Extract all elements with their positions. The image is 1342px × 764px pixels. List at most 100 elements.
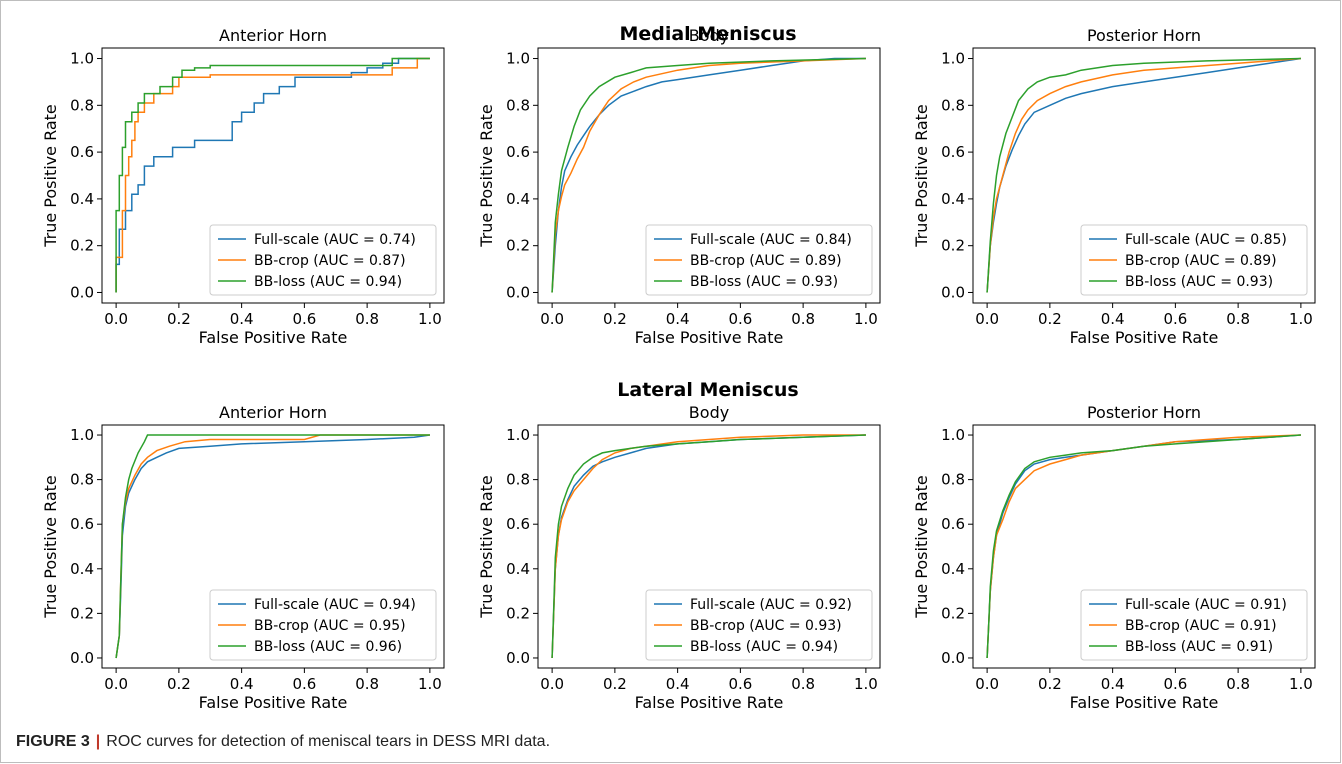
legend: Full-scale (AUC = 0.84) BB-crop (AUC = 0.… — [645, 224, 873, 296]
panel-title: Posterior Horn — [1087, 403, 1201, 422]
y-tick-label: 0.8 — [941, 96, 965, 114]
roc-curve-line — [551, 434, 866, 659]
roc-curve-line — [551, 57, 866, 293]
y-tick-label: 0.2 — [70, 604, 94, 622]
legend-label: BB-crop (AUC = 0.89) — [690, 253, 842, 269]
y-tick-label: 0.8 — [506, 96, 530, 114]
x-tick-label: 0.2 — [603, 310, 627, 328]
x-tick-label: 1.0 — [418, 310, 442, 328]
x-tick-label: 0.2 — [1038, 310, 1062, 328]
x-axis-label: False Positive Rate — [635, 693, 784, 712]
x-tick-label: 0.4 — [230, 310, 254, 328]
legend-label: BB-crop (AUC = 0.91) — [1125, 618, 1277, 634]
x-tick-label: 0.2 — [167, 310, 191, 328]
roc-panel: Posterior Horn 0.0 0.2 0.4 0.6 0.8 1.0 0.0 0.2 0.… — [912, 403, 1316, 712]
y-axis-label: True Positive Rate — [477, 104, 496, 248]
y-tick-label: 0.0 — [941, 283, 965, 301]
y-tick-label: 0.0 — [70, 649, 94, 667]
x-tick-label: 0.8 — [355, 310, 379, 328]
y-tick-label: 1.0 — [506, 50, 530, 68]
legend-box — [209, 589, 437, 661]
y-tick-label: 0.0 — [506, 283, 530, 301]
group-title: Lateral Meniscus — [617, 379, 798, 401]
panel-title: Body — [689, 403, 729, 422]
legend-label: BB-crop (AUC = 0.95) — [254, 618, 406, 634]
axes-frame — [101, 47, 445, 304]
y-tick-label: 0.2 — [941, 237, 965, 255]
group-title: Medial Meniscus — [619, 23, 796, 45]
x-tick-label: 0.6 — [728, 310, 752, 328]
y-tick-label: 0.8 — [506, 471, 530, 489]
x-tick-label: 0.0 — [975, 310, 999, 328]
x-tick-label: 0.2 — [167, 675, 191, 693]
roc-panel: Body 0.0 0.2 0.4 0.6 0.8 1.0 0.0 0.2 0.4 0.6 0.8 1.0… — [477, 26, 881, 347]
legend: Full-scale (AUC = 0.85) BB-crop (AUC = 0.… — [1080, 224, 1308, 296]
x-axis-label: False Positive Rate — [199, 328, 348, 347]
x-tick-label: 0.0 — [104, 310, 128, 328]
x-tick-label: 0.2 — [603, 675, 627, 693]
legend-label: BB-loss (AUC = 0.91) — [1125, 639, 1273, 655]
roc-panel: Anterior Horn 0.0 0.2 0.4 0.6 0.8 1.0 0.0 0.2 0.4… — [41, 403, 445, 712]
y-tick-label: 0.4 — [70, 560, 94, 578]
x-tick-label: 1.0 — [1289, 310, 1313, 328]
y-tick-label: 0.0 — [506, 649, 530, 667]
x-axis-label: False Positive Rate — [635, 328, 784, 347]
y-tick-label: 0.8 — [941, 471, 965, 489]
x-tick-label: 0.4 — [1101, 310, 1125, 328]
caption-label: FIGURE 3 — [16, 733, 90, 750]
roc-curve-line — [551, 57, 866, 293]
roc-panel: Anterior Horn 0.0 0.2 0.4 0.6 0.8 1.0 0.0 0.2 0.4… — [41, 26, 445, 347]
panel-title: Anterior Horn — [219, 403, 327, 422]
legend-label: Full-scale (AUC = 0.94) — [254, 597, 416, 613]
axes-frame — [101, 424, 445, 669]
roc-panel: Body 0.0 0.2 0.4 0.6 0.8 1.0 0.0 0.2 0.4 0.6 0.8 1.0… — [477, 403, 881, 712]
legend-label: BB-loss (AUC = 0.94) — [254, 274, 402, 290]
y-tick-label: 1.0 — [941, 50, 965, 68]
x-tick-label: 0.6 — [1163, 675, 1187, 693]
roc-curve-line — [115, 57, 430, 293]
panel-title: Posterior Horn — [1087, 26, 1201, 45]
legend-label: BB-crop (AUC = 0.93) — [690, 618, 842, 634]
x-tick-label: 0.6 — [1163, 310, 1187, 328]
roc-curve-line — [551, 434, 866, 659]
x-tick-label: 0.4 — [230, 675, 254, 693]
y-tick-label: 1.0 — [506, 426, 530, 444]
y-tick-label: 0.4 — [941, 190, 965, 208]
y-tick-label: 0.2 — [506, 604, 530, 622]
y-tick-label: 0.6 — [941, 515, 965, 533]
y-tick-label: 1.0 — [70, 50, 94, 68]
legend: Full-scale (AUC = 0.92) BB-crop (AUC = 0.… — [645, 589, 873, 661]
legend-box — [209, 224, 437, 296]
y-tick-label: 0.0 — [70, 283, 94, 301]
y-tick-label: 0.6 — [941, 143, 965, 161]
legend-label: Full-scale (AUC = 0.74) — [254, 232, 416, 248]
legend-label: Full-scale (AUC = 0.91) — [1125, 597, 1287, 613]
x-tick-label: 0.0 — [104, 675, 128, 693]
y-axis-label: True Positive Rate — [41, 104, 60, 248]
y-tick-label: 0.6 — [70, 143, 94, 161]
x-tick-label: 1.0 — [854, 675, 878, 693]
x-axis-label: False Positive Rate — [199, 693, 348, 712]
y-tick-label: 1.0 — [941, 426, 965, 444]
y-tick-label: 0.6 — [506, 143, 530, 161]
legend-label: BB-loss (AUC = 0.93) — [690, 274, 838, 290]
y-tick-label: 0.4 — [506, 560, 530, 578]
figure-caption: FIGURE 3 | ROC curves for detection of men… — [16, 733, 550, 751]
roc-curve-line — [986, 57, 1301, 293]
axes-frame — [537, 424, 881, 669]
y-tick-label: 1.0 — [70, 426, 94, 444]
x-tick-label: 0.8 — [1226, 310, 1250, 328]
axes-frame — [537, 47, 881, 304]
x-tick-label: 0.8 — [791, 310, 815, 328]
legend: Full-scale (AUC = 0.74) BB-crop (AUC = 0.… — [209, 224, 437, 296]
x-tick-label: 0.4 — [666, 310, 690, 328]
roc-curve-line — [986, 434, 1301, 659]
x-tick-label: 0.8 — [791, 675, 815, 693]
x-tick-label: 1.0 — [854, 310, 878, 328]
x-axis-label: False Positive Rate — [1070, 693, 1219, 712]
x-tick-label: 0.4 — [666, 675, 690, 693]
roc-curve-line — [115, 57, 430, 293]
caption-separator: | — [95, 733, 101, 750]
y-tick-label: 0.4 — [941, 560, 965, 578]
